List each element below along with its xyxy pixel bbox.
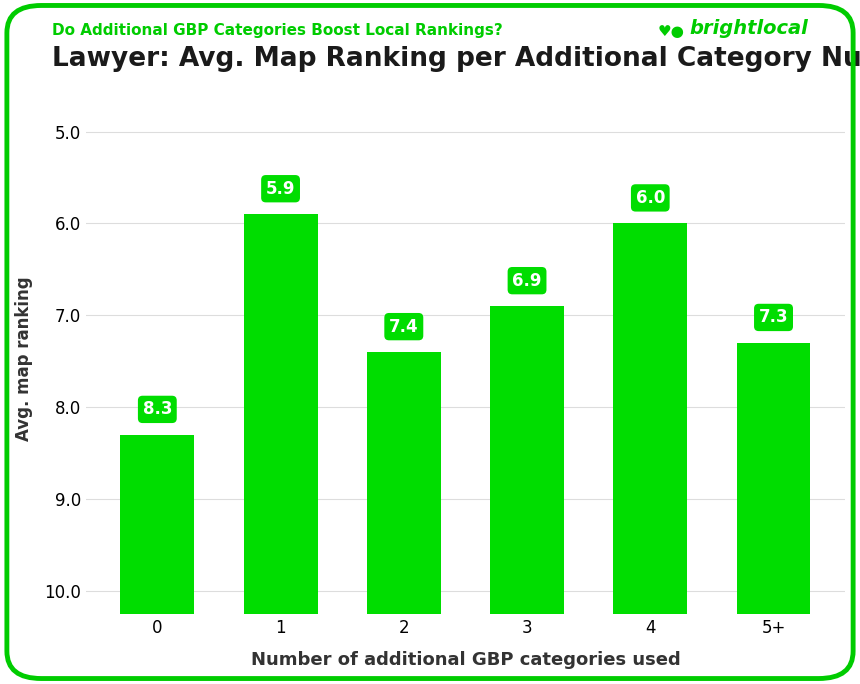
Text: 5.9: 5.9 <box>266 180 295 198</box>
Text: 7.3: 7.3 <box>759 308 789 326</box>
Text: Do Additional GBP Categories Boost Local Rankings?: Do Additional GBP Categories Boost Local… <box>52 23 502 38</box>
Text: Lawyer: Avg. Map Ranking per Additional Category Number: Lawyer: Avg. Map Ranking per Additional … <box>52 46 860 72</box>
Text: 6.9: 6.9 <box>513 272 542 289</box>
Bar <box>120 435 194 614</box>
Bar <box>736 343 810 614</box>
Bar <box>490 306 564 614</box>
Bar <box>243 214 317 614</box>
Bar <box>367 352 441 614</box>
Text: 7.4: 7.4 <box>389 317 419 336</box>
X-axis label: Number of additional GBP categories used: Number of additional GBP categories used <box>250 651 680 669</box>
Bar <box>613 224 687 614</box>
Text: brightlocal: brightlocal <box>690 18 808 38</box>
Text: 6.0: 6.0 <box>636 189 665 207</box>
Text: 8.3: 8.3 <box>143 400 172 419</box>
Text: ♥●: ♥● <box>658 24 685 39</box>
Y-axis label: Avg. map ranking: Avg. map ranking <box>15 277 33 441</box>
